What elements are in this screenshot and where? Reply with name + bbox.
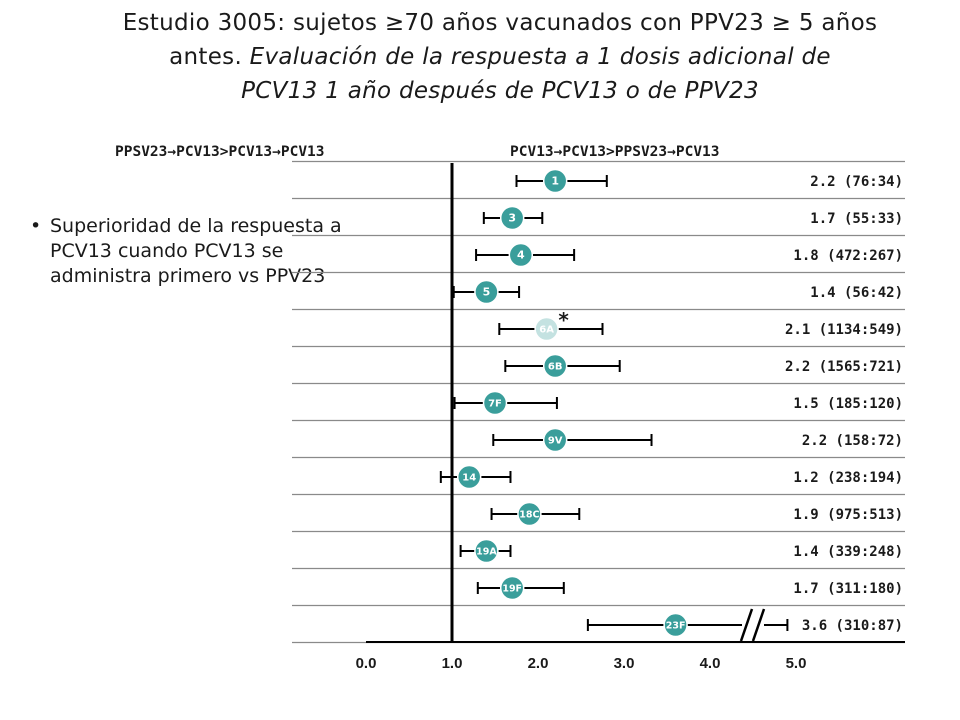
point-marker [474, 538, 499, 564]
serotype-label: 4 [517, 249, 525, 262]
row-value-label: 2.1 (1134:549) [785, 322, 903, 338]
serotype-label: 23F [666, 621, 686, 632]
row-value-label: 1.4 (339:248) [793, 544, 903, 560]
serotype-label: 7F [488, 399, 502, 410]
serotype-label: 5 [483, 286, 491, 299]
axis-break-gap [742, 622, 764, 628]
title-line-2-regular: antes. [169, 44, 250, 70]
point-marker [542, 168, 568, 194]
serotype-label: 9V [548, 436, 563, 447]
row-value-label: 3.6 (310:87) [802, 618, 903, 634]
serotype-label: 1 [551, 175, 559, 188]
x-tick-label: 0.0 [356, 655, 377, 672]
serotype-label: 14 [462, 473, 476, 484]
point-marker [517, 501, 542, 527]
slide-title: Estudio 3005: sujetos ≥70 años vacunados… [100, 6, 900, 108]
header-left: PPSV23→PCV13>PCV13→PCV13 [115, 144, 325, 160]
title-line-2-italic: Evaluación de la respuesta a 1 dosis adi… [249, 44, 831, 70]
point-marker [542, 427, 568, 453]
bullet-text: Superioridad de la respuesta a PCV13 cua… [50, 215, 342, 287]
row-value-label: 1.8 (472:267) [793, 248, 903, 264]
point-marker [482, 390, 508, 416]
x-tick-label: 3.0 [614, 655, 635, 672]
serotype-label: 3 [508, 212, 516, 225]
header-right: PCV13→PCV13>PPSV23→PCV13 [510, 144, 720, 160]
row-value-label: 2.2 (1565:721) [785, 359, 903, 375]
serotype-label: 19F [502, 584, 522, 595]
point-marker [456, 464, 482, 490]
row-value-label: 1.2 (238:194) [793, 470, 903, 486]
title-line-1: Estudio 3005: sujetos ≥70 años vacunados… [122, 10, 878, 36]
serotype-label: 19A [476, 547, 497, 558]
row-value-label: 1.9 (975:513) [793, 507, 903, 523]
bullet-icon: • [30, 215, 42, 237]
row-value-label: 1.7 (55:33) [810, 211, 903, 227]
title-line-3: PCV13 1 año después de PCV13 o de PPV23 [241, 78, 759, 104]
point-marker [499, 575, 525, 601]
point-marker [499, 205, 525, 231]
row-value-label: 2.2 (158:72) [802, 433, 903, 449]
significance-annotation: * [558, 308, 569, 332]
serotype-label: 6B [548, 362, 563, 373]
point-marker [474, 279, 499, 305]
x-tick-label: 1.0 [442, 655, 463, 672]
x-tick-label: 2.0 [528, 655, 549, 672]
serotype-label: 6A [539, 325, 554, 336]
x-tick-label: 5.0 [786, 655, 807, 672]
serotype-label: 18C [519, 510, 539, 521]
axis-break-slash [751, 608, 766, 642]
point-marker [663, 612, 688, 638]
point-marker [534, 316, 559, 342]
point-marker [542, 353, 568, 379]
point-marker [508, 242, 534, 268]
row-value-label: 1.5 (185:120) [793, 396, 903, 412]
row-value-label: 2.2 (76:34) [810, 174, 903, 190]
title-line-2: antes. Evaluación de la respuesta a 1 do… [100, 40, 900, 74]
row-value-label: 1.7 (311:180) [793, 581, 903, 597]
x-tick-label: 4.0 [700, 655, 721, 672]
row-value-label: 1.4 (56:42) [810, 285, 903, 301]
axis-break-slash [739, 608, 754, 642]
